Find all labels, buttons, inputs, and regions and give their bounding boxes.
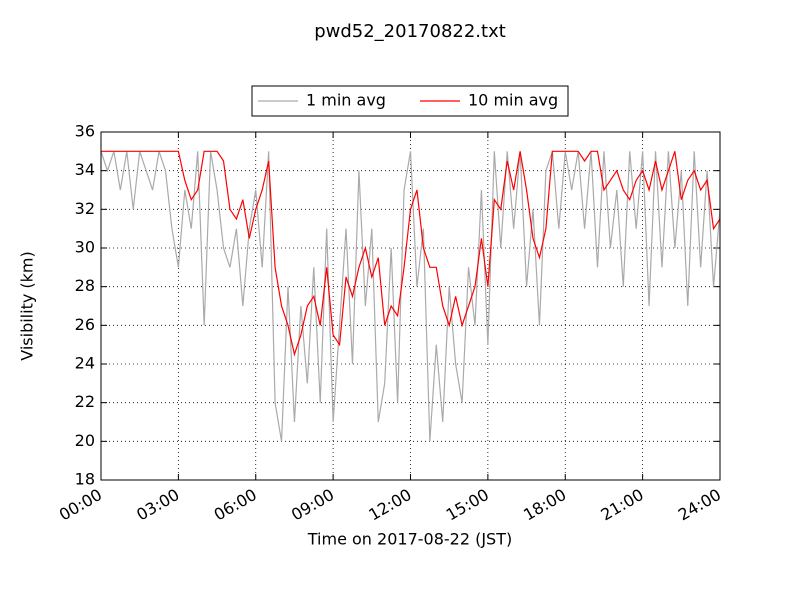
y-tick-label: 34: [75, 160, 95, 179]
legend-label: 1 min avg: [306, 91, 386, 110]
legend-box: [251, 85, 569, 117]
y-tick-label: 18: [75, 470, 95, 489]
data-line: [101, 150, 721, 357]
data-line: [100, 151, 721, 442]
y-tick-label: 32: [75, 199, 95, 218]
legend-label: 10 min avg: [468, 91, 558, 110]
y-tick-label: 30: [75, 238, 95, 257]
x-axis-label: Time on 2017-08-22 (JST): [307, 530, 512, 549]
chart-title: pwd52_20170822.txt: [314, 21, 506, 42]
y-tick-label: 20: [75, 431, 95, 450]
y-tick-label: 36: [75, 122, 95, 141]
y-axis-label: Visibility (km): [18, 251, 37, 360]
y-tick-label: 26: [75, 315, 95, 334]
y-tick-label: 22: [75, 392, 95, 411]
plot-frame: [100, 131, 721, 481]
y-tick-label: 24: [75, 354, 95, 373]
y-tick-label: 28: [75, 276, 95, 295]
